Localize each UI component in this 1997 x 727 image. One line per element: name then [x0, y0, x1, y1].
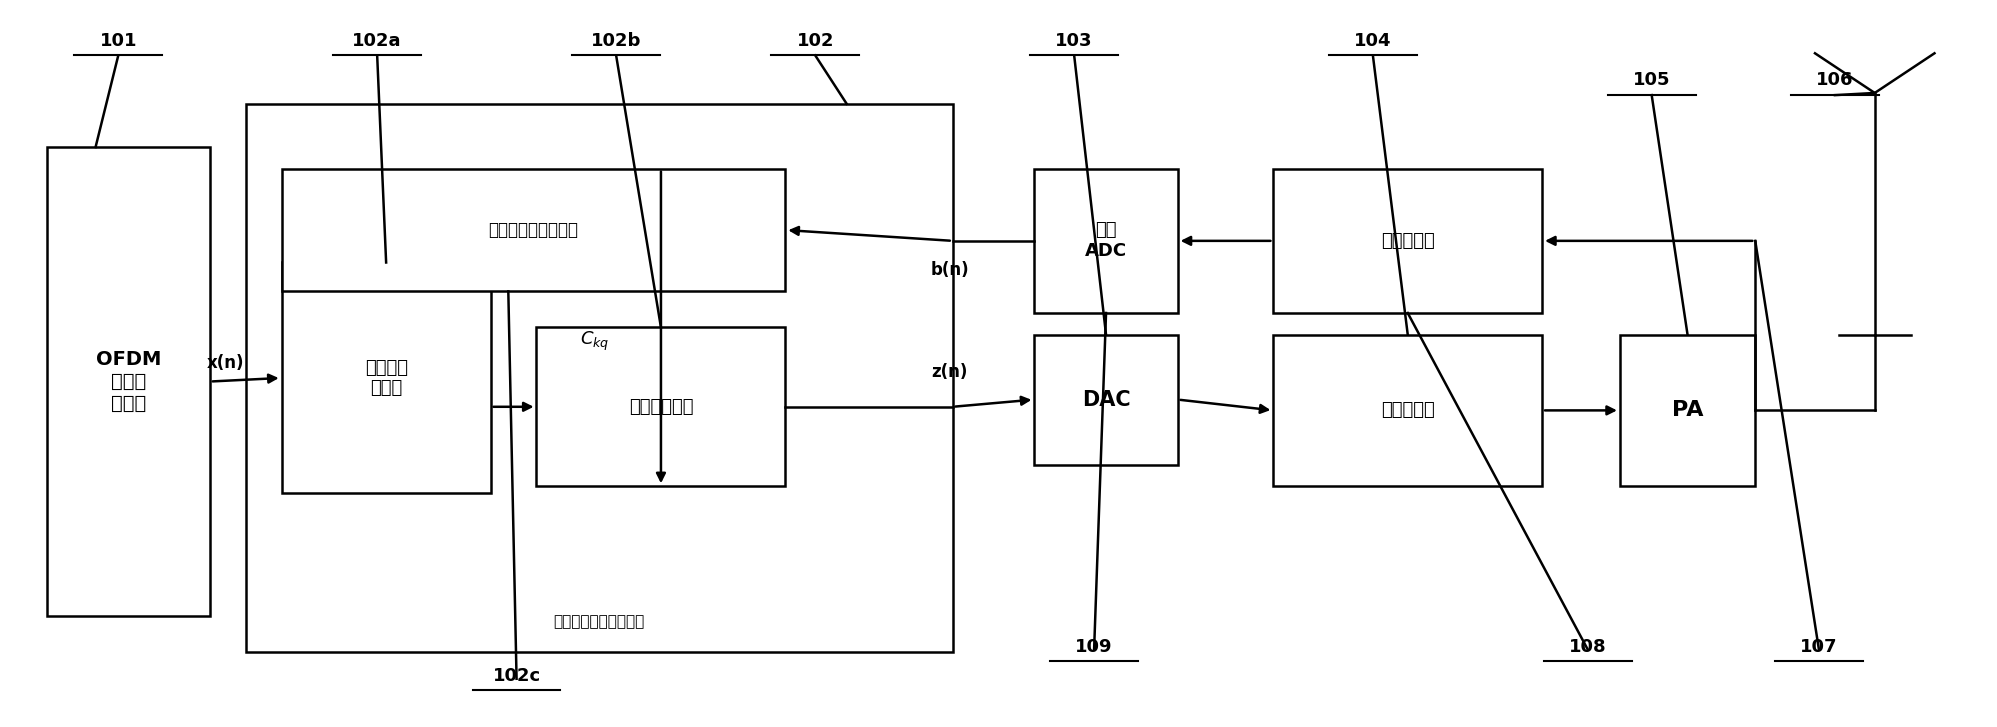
Text: DAC: DAC: [1082, 390, 1130, 409]
Text: 自适应数字预失真模块: 自适应数字预失真模块: [553, 614, 645, 629]
Text: 102b: 102b: [591, 32, 641, 49]
Text: x(n): x(n): [208, 355, 244, 372]
Text: 102: 102: [797, 32, 835, 49]
Bar: [246, 104, 953, 652]
Text: 射频发射机: 射频发射机: [1380, 401, 1434, 419]
Text: 106: 106: [1815, 71, 1853, 89]
Text: OFDM
基带信
号模块: OFDM 基带信 号模块: [96, 350, 162, 413]
Text: z(n): z(n): [931, 364, 967, 381]
Text: 宽带自适应算法引擎: 宽带自适应算法引擎: [489, 221, 579, 239]
Bar: [1274, 169, 1542, 313]
Text: 105: 105: [1634, 71, 1669, 89]
Text: 101: 101: [100, 32, 138, 49]
Bar: [46, 147, 210, 616]
Text: 108: 108: [1570, 638, 1608, 656]
Text: 109: 109: [1074, 638, 1112, 656]
Text: PA: PA: [1671, 401, 1703, 420]
Bar: [537, 327, 785, 486]
Text: 107: 107: [1799, 638, 1837, 656]
Text: 射频接收机: 射频接收机: [1380, 232, 1434, 250]
Bar: [1034, 169, 1178, 313]
Text: b(n): b(n): [931, 261, 969, 278]
Bar: [282, 169, 785, 292]
Bar: [1034, 334, 1178, 465]
Text: 数字预失真器: 数字预失真器: [629, 398, 693, 416]
Text: 102c: 102c: [493, 667, 541, 685]
Text: 104: 104: [1354, 32, 1392, 49]
Text: 信号预处
理模块: 信号预处 理模块: [365, 358, 407, 398]
Bar: [1274, 334, 1542, 486]
Text: $C_{kq}$: $C_{kq}$: [579, 330, 609, 353]
Text: 宽带
ADC: 宽带 ADC: [1084, 222, 1126, 260]
Text: 102a: 102a: [351, 32, 401, 49]
Text: 103: 103: [1056, 32, 1092, 49]
Bar: [1620, 334, 1755, 486]
Bar: [282, 262, 491, 494]
